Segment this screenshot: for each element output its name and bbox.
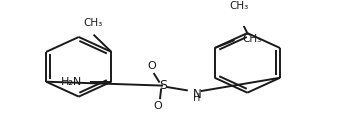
Text: H: H (193, 93, 201, 103)
Text: CH₃: CH₃ (243, 34, 262, 44)
Text: O: O (148, 61, 156, 71)
Text: H₂N: H₂N (60, 77, 82, 87)
Text: CH₃: CH₃ (230, 1, 249, 11)
Text: S: S (159, 79, 167, 92)
Text: CH₃: CH₃ (83, 18, 102, 28)
Text: O: O (154, 101, 162, 111)
Text: N: N (192, 88, 201, 101)
